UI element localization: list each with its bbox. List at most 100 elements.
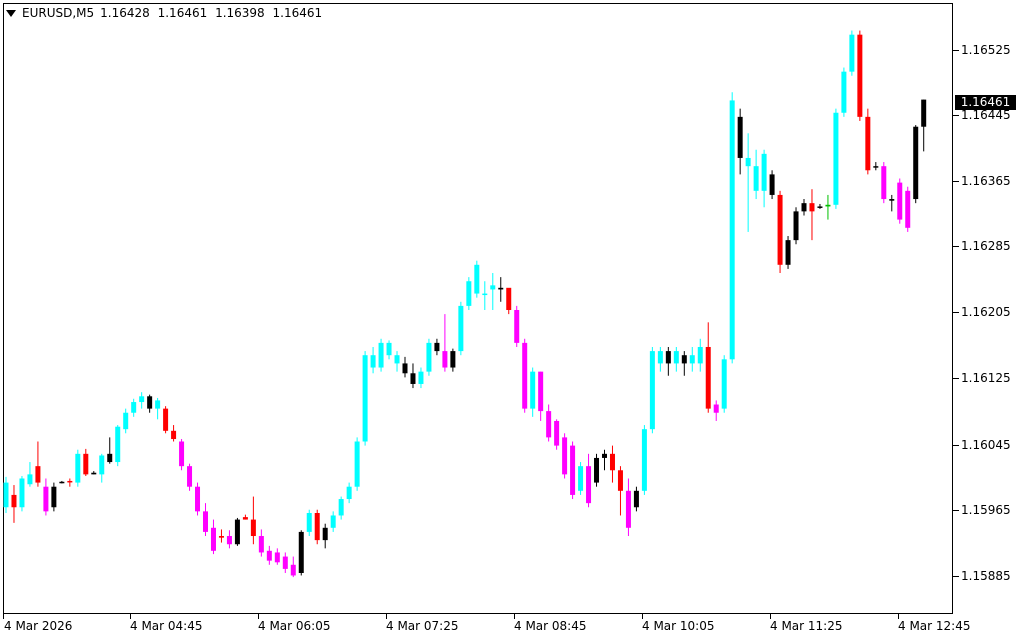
candle [322,523,328,549]
candle [123,408,129,434]
candle [498,277,504,302]
candle-body [59,481,65,484]
candle-body [793,211,799,241]
candle-body [538,371,544,412]
candle [83,448,89,477]
candle [11,485,17,523]
candle [474,260,480,298]
candle-body [594,457,600,483]
candle [410,363,416,389]
candle-body [203,511,208,532]
candle [617,466,623,516]
price-label: 1.16285 [961,239,1011,253]
candle-body [514,310,520,343]
candle-body [466,281,472,306]
candle [67,478,73,487]
candle [338,496,344,520]
candle [849,30,855,76]
price-label: 1.16365 [961,174,1011,188]
candle [578,462,584,495]
chart-plot-area[interactable] [3,3,953,614]
candle-body [530,371,536,409]
candle [769,170,775,200]
candle-body [19,478,25,508]
candle [905,186,911,232]
candle [354,437,360,491]
candle-body [139,396,145,403]
ohlc-readout: 1.16428 1.16461 1.16398 1.16461 [100,6,326,20]
candle [179,439,185,471]
candle-body [242,517,248,520]
candle [218,529,224,543]
candle [554,419,560,450]
high-value: 1.16461 [157,6,208,20]
price-label: 1.16125 [961,371,1011,385]
candle [897,178,903,224]
candle [793,207,799,245]
dropdown-triangle-icon[interactable] [6,9,16,17]
candle [139,392,145,409]
candle-body [426,342,432,372]
candle-body [171,430,177,440]
candle-body [745,157,751,167]
candle-body [195,486,201,512]
price-axis[interactable]: 1.16525 1.16445 1.16365 1.16285 1.16205 … [953,3,1024,614]
price-tick [953,50,959,51]
candle [43,478,49,516]
candle-body [266,550,272,561]
candle [809,189,815,241]
candle-body [586,466,592,504]
candlestick-plot[interactable] [3,3,953,614]
time-axis[interactable]: 4 Mar 2026 4 Mar 04:45 4 Mar 06:05 4 Mar… [3,614,971,640]
time-tick [642,614,643,619]
candle [402,356,408,378]
candle [226,530,232,549]
candle [35,441,41,487]
candle [99,453,105,483]
time-label: 4 Mar 10:05 [642,619,715,633]
candle [250,496,256,545]
candle [187,463,193,491]
candle-body [458,305,464,352]
candle-body [346,486,352,500]
candle [386,340,392,360]
candle-body [163,408,169,431]
candle-body [490,285,496,290]
candle [705,322,711,413]
candle-body [873,166,879,168]
time-label: 4 Mar 11:25 [770,619,843,633]
candle-body [498,287,504,290]
candle [689,346,695,372]
candle-body [115,426,121,463]
time-tick [514,614,515,619]
candle-body [641,429,647,491]
candle [482,281,488,310]
candle [3,476,9,514]
candle [378,338,384,372]
candle [665,346,671,376]
candle-body [298,531,304,573]
candle [721,355,727,413]
candle-body [370,355,376,368]
candle-body [649,351,655,430]
candle-body [562,437,568,475]
candle-body [91,472,97,475]
candle-body [434,342,440,352]
candle-body [817,206,823,208]
candle-body [689,355,695,364]
candle-body [825,204,831,207]
price-tick [953,181,959,182]
candle [889,194,895,212]
candle-body [578,466,584,491]
candle [490,273,496,310]
time-label: 4 Mar 2026 [4,619,73,633]
candle-body [330,515,336,528]
candle [147,394,153,413]
candle-body [282,556,288,569]
candle-body [753,166,759,191]
candle [434,338,440,356]
candle [242,514,248,520]
candle-body [857,34,863,117]
candle-body [218,536,224,538]
candle [609,445,615,483]
